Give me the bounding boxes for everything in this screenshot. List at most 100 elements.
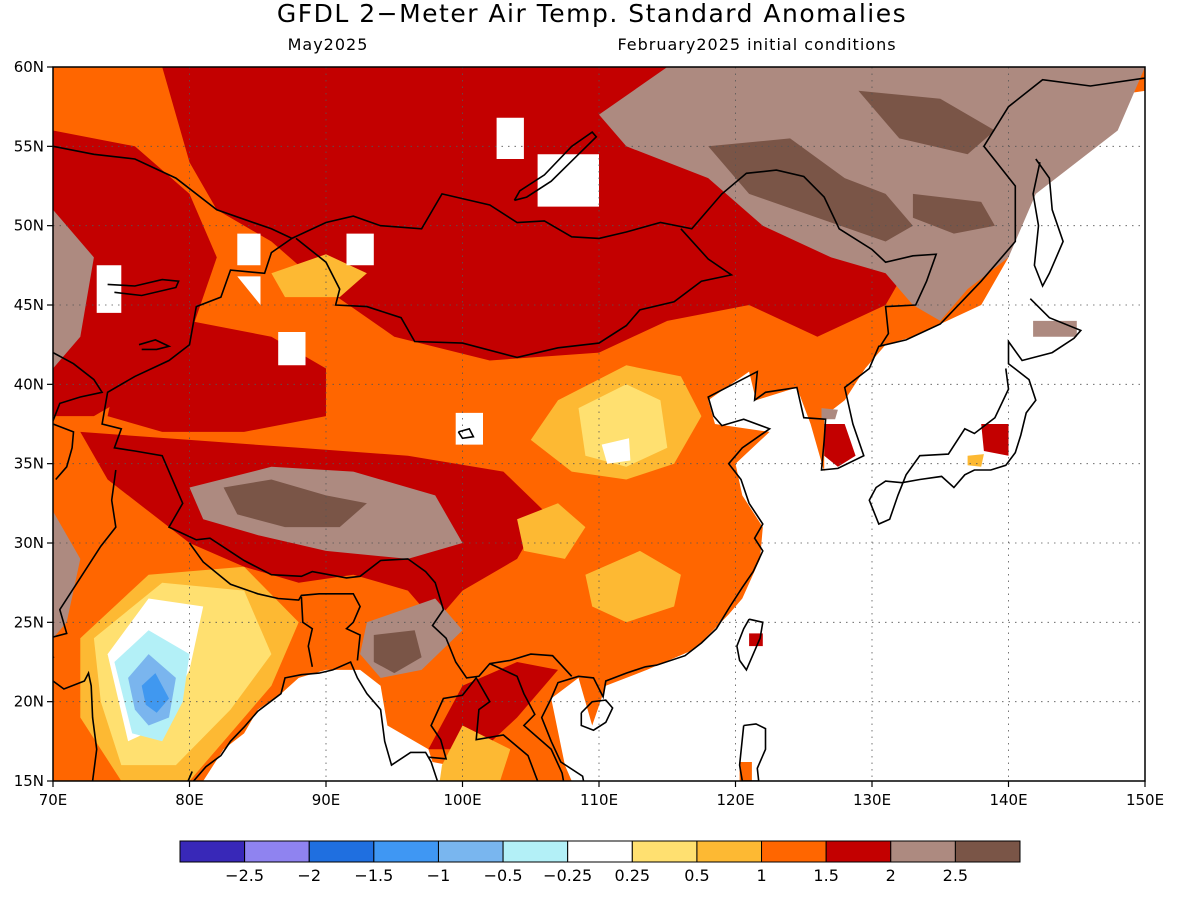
region-tibet-veryhigh: [223, 479, 367, 528]
map-title: GFDL 2−Meter Air Temp. Standard Anomalie…: [277, 0, 907, 28]
map-subtitle-initial-conditions: February2025 initial conditions: [617, 35, 896, 54]
colorbar-swatch: [631, 840, 698, 863]
region-mongolia-mild: [271, 254, 367, 298]
region-japan-strong: [981, 424, 1009, 456]
coastline-east-asia: [540, 77, 1145, 781]
border-china-kazakh: [101, 237, 573, 679]
colorbar-label: 2.5: [943, 866, 968, 885]
border-russia-china-kazakh: [53, 145, 938, 347]
x-tick-label: 120E: [716, 791, 754, 809]
y-tick-label: 45N: [14, 296, 44, 314]
colorbar-swatch: [954, 840, 1021, 863]
colorbar-label: 1: [756, 866, 766, 885]
coastline-hainan: [580, 699, 614, 732]
colorbar-swatch: [308, 840, 375, 863]
border-bangladesh: [300, 596, 314, 667]
region-northeast-veryhigh: [708, 138, 913, 242]
y-tick-label: 40N: [14, 375, 44, 393]
x-tick-label: 130E: [853, 791, 891, 809]
colorbar-label: −2: [297, 866, 321, 885]
border-laos-vietnam: [489, 662, 565, 781]
x-tick-label: 150E: [1126, 791, 1164, 809]
y-tick-label: 55N: [14, 137, 44, 155]
region-central-china-nearzero: [601, 438, 631, 464]
lake-qinghai: [457, 427, 475, 440]
coastline-taiwan: [736, 618, 764, 672]
region-sichuan-mild: [517, 503, 586, 559]
y-tick-label: 60N: [14, 58, 44, 76]
colorbar-swatch: [696, 840, 763, 863]
gridlines: [53, 67, 1145, 781]
map-area: [53, 67, 1145, 781]
colorbar-swatch: [502, 840, 569, 863]
x-tick-label: 110E: [580, 791, 618, 809]
y-tick-label: 50N: [14, 217, 44, 235]
mask-baikal-2: [537, 154, 599, 207]
region-indochina-strong: [428, 662, 558, 750]
map-subtitle-month: May2025: [288, 35, 369, 54]
y-tick-label: 20N: [14, 693, 44, 711]
region-hokkaido-high: [1033, 320, 1077, 337]
x-tick-label: 80E: [175, 791, 204, 809]
x-tick-label: 100E: [443, 791, 481, 809]
colorbar-swatch: [890, 840, 956, 863]
colorbar-label: −2.5: [225, 866, 264, 885]
colorbar-label: −1.5: [354, 866, 393, 885]
lake-baikal: [513, 131, 598, 202]
colorbar-label: 1.5: [813, 866, 838, 885]
anomaly-regions: [53, 67, 1145, 781]
border-central-asia: [53, 351, 104, 422]
lake-balkhash: [107, 278, 180, 297]
border-myanmar-thai: [428, 676, 539, 781]
colorbar-label: 0.5: [684, 866, 709, 885]
region-okhotsk-veryhigh: [858, 90, 995, 155]
border-india-nepal: [188, 542, 361, 661]
y-axis-ticks: 15N 20N 25N 30N 35N 40N 45N 50N 55N 60N: [14, 58, 53, 790]
colorbar-swatch: [567, 840, 633, 863]
coastline-luzon: [738, 723, 767, 781]
mask-uvs: [346, 233, 374, 266]
x-tick-label: 90E: [312, 791, 341, 809]
x-axis-ticks: 70E 80E 90E 100E 110E 120E 130E 140E 150E: [39, 781, 1164, 809]
border-afghanistan: [53, 423, 75, 481]
region-myanmar-veryhigh: [373, 630, 422, 674]
x-tick-label: 140E: [989, 791, 1027, 809]
y-tick-label: 30N: [14, 534, 44, 552]
mask-baikal: [496, 117, 524, 159]
y-tick-label: 15N: [14, 772, 44, 790]
region-thailand-mild: [439, 725, 511, 781]
region-korea-strong: [824, 424, 856, 467]
y-tick-label: 35N: [14, 455, 44, 473]
colorbar-swatch: [761, 840, 827, 863]
region-central-china-slight: [578, 384, 668, 467]
colorbar-label: 2: [886, 866, 896, 885]
lake-issyk-kul: [138, 339, 172, 351]
colorbar-swatch: [179, 840, 246, 863]
coastline-sakhalin: [1032, 158, 1064, 288]
colorbar-swatch: [373, 840, 439, 863]
region-japan-mild: [967, 454, 984, 467]
colorbar-label: −0.25: [543, 866, 592, 885]
region-korea-high: [821, 408, 838, 420]
x-tick-label: 70E: [39, 791, 68, 809]
region-amur-veryhigh: [912, 193, 995, 234]
region-taiwan-strong: [749, 633, 763, 647]
mask-kazakh-lake: [96, 265, 122, 313]
y-tick-label: 25N: [14, 613, 44, 631]
colorbar-swatch: [437, 840, 504, 863]
region-india-colder: [141, 673, 169, 713]
mask-bosten: [278, 332, 306, 366]
border-mongolia-china: [295, 228, 734, 359]
mask-balkhash: [237, 276, 261, 305]
region-south-china-mild: [585, 550, 681, 623]
coastline-japan: [868, 298, 1083, 526]
colorbar-swatch: [244, 840, 310, 863]
coastline-arabian-sea: [53, 656, 98, 781]
border-india-pakistan: [53, 469, 117, 638]
colorbar-label: 0.25: [614, 866, 650, 885]
coastlines: [53, 77, 1145, 781]
colorbar: −2.5 −2 −1.5 −1 −0.5 −0.25 0.25 0.5 1 1.5 2 2.5: [179, 840, 1021, 885]
region-luzon-moderate: [739, 762, 752, 781]
colorbar-label: −0.5: [484, 866, 523, 885]
